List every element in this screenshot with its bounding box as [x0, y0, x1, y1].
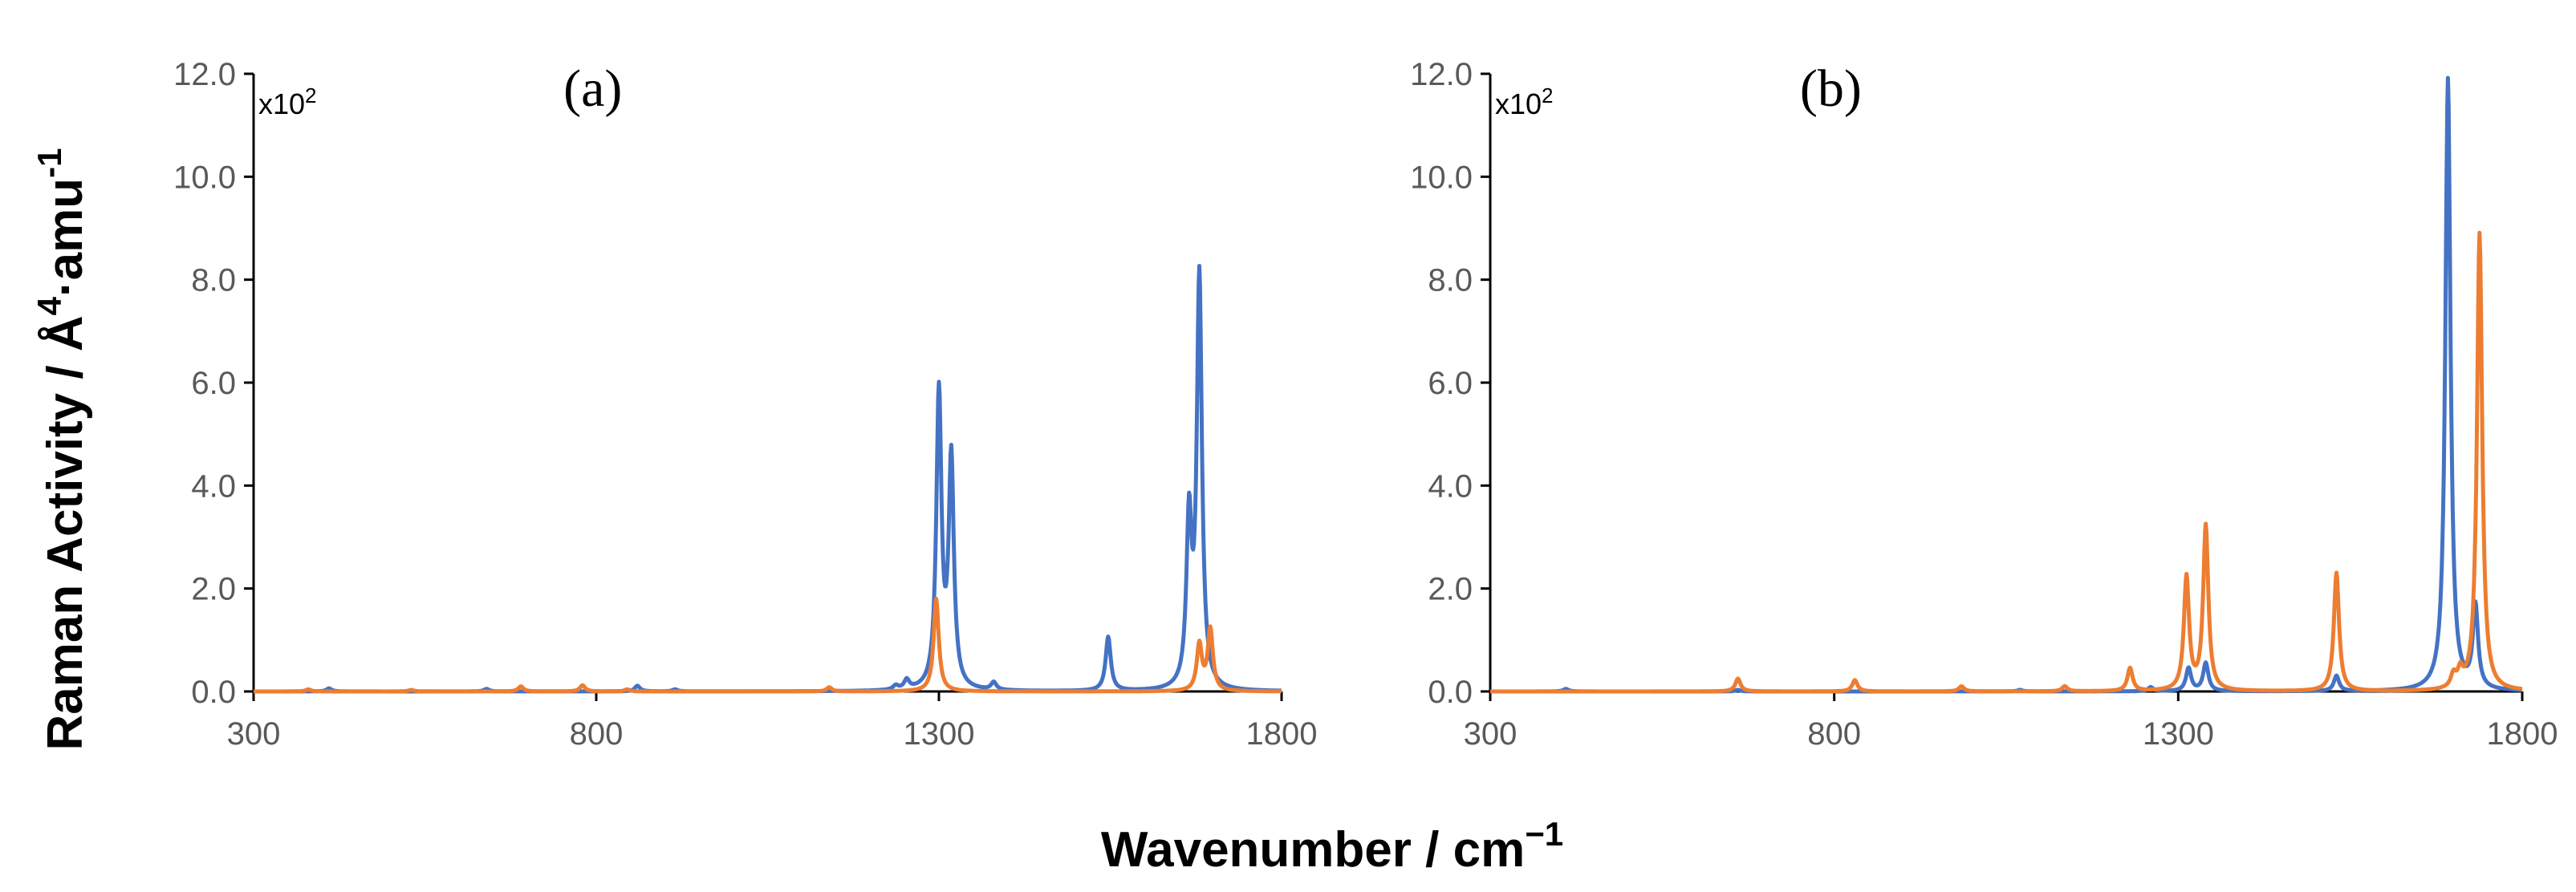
y-scale-base: x10 — [258, 87, 305, 120]
x-tick-label: 800 — [1807, 716, 1861, 752]
y-axis-title-main: Raman Activity / Å — [38, 315, 93, 750]
series-line-blue — [1489, 75, 2524, 694]
y-tick-label: 8.0 — [1428, 263, 1473, 298]
series-line-orange — [252, 597, 1283, 694]
panel-label: (b) — [1800, 59, 1862, 118]
y-tick-label: 2.0 — [1428, 572, 1473, 607]
panel-label: (a) — [563, 59, 622, 118]
x-axis-title: Wavenumber / cm−1 — [1101, 815, 1563, 878]
y-scale-base: x10 — [1495, 87, 1542, 120]
y-tick-label: 4.0 — [191, 468, 236, 504]
y-axis-title-mid: ·amu — [38, 178, 93, 297]
x-tick-label: 300 — [227, 716, 281, 752]
x-tick-label: 300 — [1464, 716, 1518, 752]
y-scale-exponent: 2 — [1542, 83, 1553, 107]
x-tick-label: 1800 — [1246, 716, 1318, 752]
y-tick-label: 2.0 — [191, 572, 236, 607]
x-axis-title-main: Wavenumber / cm — [1101, 822, 1525, 878]
chart-panel-a: 0.0 2.0 4.0 6.0 8.0 10.0 12.0 300 800 1300 1800 x10… — [173, 57, 1317, 752]
y-tick-label: 10.0 — [173, 160, 236, 195]
y-tick-label: 6.0 — [191, 366, 236, 401]
y-tick-label: 10.0 — [1410, 160, 1473, 195]
y-tick-label: 0.0 — [1428, 675, 1473, 710]
y-tick-label: 4.0 — [1428, 468, 1473, 504]
y-tick-label: 12.0 — [1410, 57, 1473, 92]
series-line-orange — [1489, 230, 2524, 694]
chart-panel-b: 0.0 2.0 4.0 6.0 8.0 10.0 12.0 300 800 1300 1800 x10… — [1410, 57, 2558, 752]
y-tick-label: 6.0 — [1428, 366, 1473, 401]
x-axis-title-sup: −1 — [1525, 815, 1563, 853]
y-axis-title: Raman Activity / Å4·amu-1 — [30, 148, 93, 751]
y-scale-factor: x102 — [258, 83, 317, 120]
y-scale-exponent: 2 — [305, 83, 316, 107]
x-tick-label: 1800 — [2487, 716, 2558, 752]
x-tick-label: 1300 — [904, 716, 975, 752]
x-tick-label: 1300 — [2143, 716, 2214, 752]
y-tick-label: 8.0 — [191, 263, 236, 298]
y-tick-label: 12.0 — [173, 57, 236, 92]
y-tick-label: 0.0 — [191, 675, 236, 710]
y-axis-title-sup2: -1 — [30, 148, 68, 178]
x-tick-label: 800 — [570, 716, 624, 752]
series-line-blue — [252, 264, 1283, 694]
y-scale-factor: x102 — [1495, 83, 1554, 120]
y-axis-title-sup1: 4 — [30, 296, 68, 315]
